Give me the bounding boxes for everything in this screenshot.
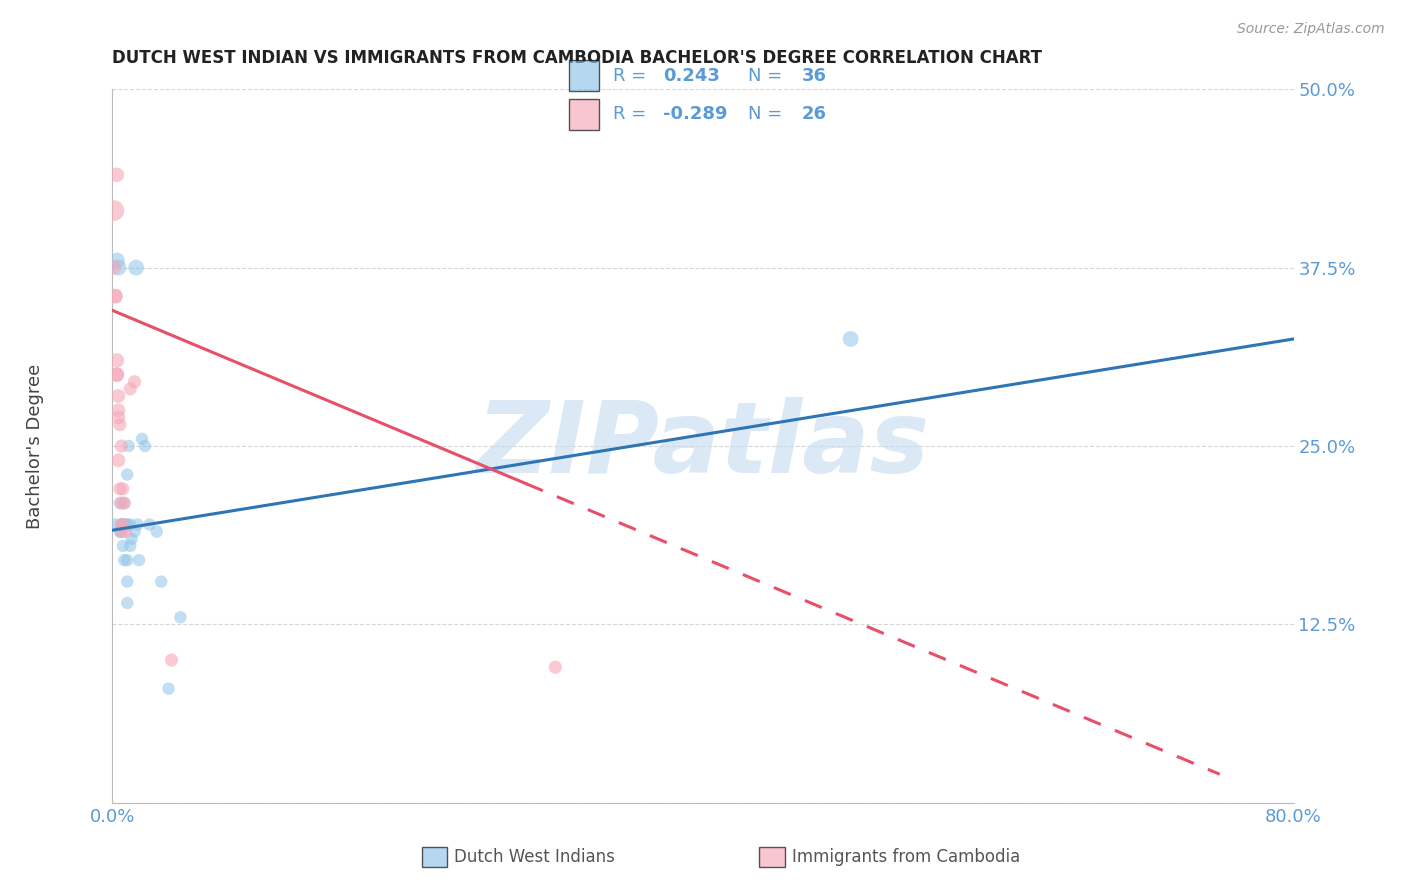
Point [124,524,146,539]
Point [118,439,141,453]
Text: 26: 26 [801,105,827,123]
Point [108,524,131,539]
Text: DUTCH WEST INDIAN VS IMMIGRANTS FROM CAMBODIA BACHELOR'S DEGREE CORRELATION CHAR: DUTCH WEST INDIAN VS IMMIGRANTS FROM CAM… [112,49,1042,67]
Point [120,517,142,532]
Point [108,417,131,432]
Point [105,368,128,382]
Point [112,517,135,532]
Point [110,524,132,539]
Point [103,260,125,275]
Point [111,517,134,532]
Text: R =: R = [613,67,652,85]
Point [117,574,138,589]
Point [114,524,136,539]
Point [105,253,128,268]
Point [160,653,183,667]
Point [104,289,127,303]
Point [120,539,142,553]
Point [114,517,136,532]
Point [103,203,125,218]
Point [544,660,567,674]
Text: Immigrants from Cambodia: Immigrants from Cambodia [792,848,1019,866]
Point [128,553,150,567]
Point [105,353,128,368]
Point [112,496,135,510]
Point [112,553,135,567]
Point [110,496,132,510]
Point [111,539,134,553]
Point [104,517,127,532]
Point [105,168,128,182]
Point [117,517,138,532]
Point [110,524,132,539]
Text: N =: N = [748,67,787,85]
Point [839,332,862,346]
FancyBboxPatch shape [569,99,599,130]
Point [107,260,129,275]
Point [124,375,146,389]
Point [157,681,180,696]
Point [138,517,160,532]
Point [169,610,191,624]
Point [107,403,129,417]
Point [112,496,135,510]
Point [146,524,169,539]
Point [125,260,148,275]
Text: Dutch West Indians: Dutch West Indians [454,848,614,866]
Point [107,389,129,403]
Text: 0.243: 0.243 [664,67,720,85]
Point [121,532,143,546]
Text: Bachelor's Degree: Bachelor's Degree [27,363,44,529]
Point [117,467,138,482]
Point [150,574,173,589]
Point [108,496,131,510]
Text: 36: 36 [801,67,827,85]
Point [111,517,134,532]
Point [110,517,132,532]
Text: Source: ZipAtlas.com: Source: ZipAtlas.com [1237,22,1385,37]
Point [110,517,132,532]
Text: R =: R = [613,105,652,123]
Point [107,453,129,467]
Point [131,432,153,446]
Point [117,553,138,567]
Point [107,410,129,425]
Point [105,368,128,382]
Point [111,517,134,532]
Text: ZIPatlas: ZIPatlas [477,398,929,494]
Point [120,382,142,396]
Point [110,439,132,453]
Point [127,517,149,532]
Text: N =: N = [748,105,787,123]
Point [134,439,156,453]
Point [104,289,127,303]
Point [108,482,131,496]
FancyBboxPatch shape [569,61,599,92]
Text: -0.289: -0.289 [664,105,728,123]
Point [111,482,134,496]
Point [117,596,138,610]
